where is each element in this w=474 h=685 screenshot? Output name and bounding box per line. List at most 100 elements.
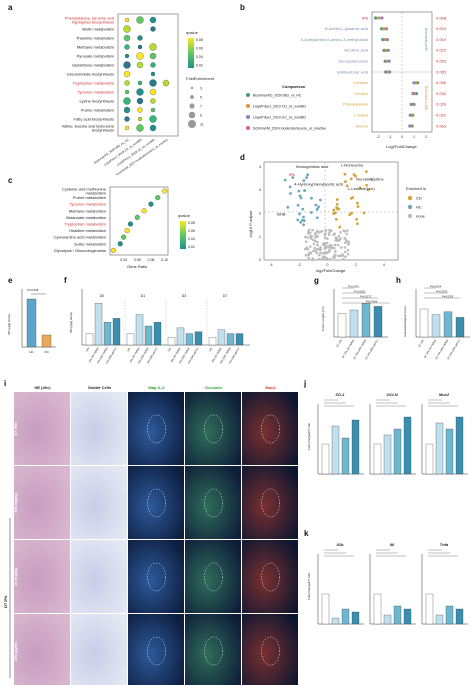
bar-gene	[435, 422, 444, 475]
volcano-point	[344, 250, 347, 254]
volcano-label: 4-Hydroxyphenylacetic acid	[294, 181, 343, 186]
volcano-label: IPA	[289, 172, 295, 177]
bar-gene	[403, 608, 412, 625]
enrichment-dot	[123, 106, 131, 114]
volcano-point	[346, 248, 350, 252]
bar-f	[208, 337, 217, 346]
bar-f	[217, 329, 226, 346]
x-tick-b: 0	[401, 135, 403, 139]
volcano-point	[356, 205, 360, 208]
volcano-point	[307, 231, 310, 235]
volcano-point	[309, 211, 313, 214]
volcano-label: L-Norleucine	[341, 163, 364, 168]
enrichment-dot	[124, 17, 130, 23]
volcano-point	[311, 238, 315, 242]
bar-e	[26, 298, 37, 348]
enrichment-dot	[124, 89, 130, 95]
volcano-point	[323, 256, 327, 260]
group-label-g: D7 IPA (200 µg/mL)	[364, 338, 379, 360]
panel-letter-g: g	[314, 276, 319, 285]
pathway-label: tryptophan biosynthesis	[72, 20, 114, 25]
y-axis-label-g: Colon Length (cm)	[321, 306, 325, 331]
bar-f	[153, 322, 162, 346]
legend-title-qvalue: qvalue	[186, 30, 199, 35]
bar-gene	[445, 605, 454, 625]
size-legend-dot	[189, 103, 195, 109]
pathway-label: Fatty acid biosynthesis	[74, 117, 114, 122]
volcano-point	[319, 246, 322, 249]
volcano-point	[312, 249, 315, 253]
micrograph-tile	[128, 614, 184, 685]
enrichment-dot	[137, 116, 143, 122]
metabolite-qvalue: 0.010	[436, 113, 447, 118]
micrograph-tile	[128, 392, 184, 465]
enriched-legend-dot	[407, 204, 413, 210]
bar-gene	[351, 611, 360, 625]
y-axis-label-j: Fold change/D7 Veh	[307, 422, 311, 450]
volcano-point	[342, 257, 345, 261]
volcano-point	[327, 231, 331, 234]
comparison-dot	[411, 92, 415, 96]
x-tick-c: 0.10	[161, 258, 168, 262]
gene-ratio-dot	[141, 208, 147, 214]
qvalue-tick-c: 0.08	[188, 221, 195, 225]
pathway-label-c: Sulfur metabolism	[74, 241, 107, 246]
enrichment-dot	[136, 52, 144, 60]
volcano-point	[283, 178, 287, 182]
volcano-point	[347, 240, 350, 243]
volcano-point	[345, 229, 349, 232]
micrograph-tile	[185, 392, 241, 465]
volcano-point	[309, 251, 313, 255]
enrichment-dot	[123, 70, 131, 78]
volcano-point	[356, 222, 359, 226]
pathway-label-c: metabolism	[86, 191, 107, 196]
volcano-point	[335, 202, 339, 206]
x-tick-d: 2	[355, 263, 357, 267]
size-legend-dot	[190, 86, 194, 90]
panel-b: b IPA N-Acetyl-L-glutamic acid 5-Acetylami…	[240, 3, 447, 149]
volcano-point	[362, 211, 366, 215]
x-tick-b: 1	[413, 135, 415, 139]
gene-ratio-dot	[162, 188, 168, 194]
pvalue-e: P=0.0138	[27, 288, 39, 292]
bar-f	[185, 333, 194, 346]
volcano-point	[324, 228, 328, 232]
micrograph-tile	[14, 392, 70, 465]
volcano-point	[336, 207, 339, 211]
panel-letter-k: k	[304, 529, 309, 538]
comparison-legend-dot	[246, 104, 250, 108]
enrichment-dot	[149, 43, 157, 51]
volcano-point	[301, 207, 305, 211]
group-label-e: HC	[29, 350, 34, 354]
gene-ratio-dot	[155, 195, 161, 201]
enrichment-dot	[149, 124, 157, 132]
volcano-point	[314, 203, 318, 207]
size-legend-label: 7	[200, 105, 202, 109]
y-axis-label-d: -log10 P-adjust	[248, 210, 253, 238]
enrichment-dot	[150, 71, 156, 77]
comparison-dot	[380, 16, 384, 20]
comparison-legend-label: LloydPriceJ_2019 UC_vs_nonIBD	[253, 115, 306, 119]
volcano-point	[305, 246, 308, 250]
region-outline	[204, 414, 223, 444]
volcano-point	[317, 231, 320, 234]
day-label: D3	[182, 294, 187, 298]
volcano-point	[301, 218, 304, 222]
metabolite-qvalue: 0.053	[436, 59, 447, 64]
micrograph-tile	[128, 466, 184, 539]
qvalue-tick: 0.02	[196, 64, 203, 68]
pathway-label: biosynthesis	[92, 128, 114, 133]
pvalue-g: P=0.0006	[366, 300, 378, 304]
y-axis-label-e: IPA (µg/g feces)	[7, 314, 11, 335]
gene-title: Il6	[390, 542, 395, 547]
bar-gene	[403, 416, 412, 475]
bar-gene	[393, 605, 402, 625]
micrograph-tile	[71, 466, 127, 539]
volcano-point	[289, 192, 292, 195]
image-row-label: 20 mg/kg	[13, 568, 18, 586]
qvalue-tick-c: 0.04	[188, 237, 195, 241]
bar-g	[337, 313, 347, 338]
volcano-point	[321, 243, 325, 246]
